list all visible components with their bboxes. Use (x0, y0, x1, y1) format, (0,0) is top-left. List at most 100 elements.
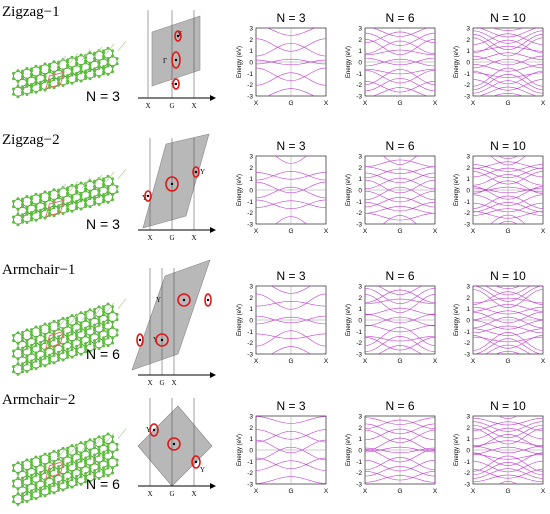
x-tick-label: X (324, 100, 329, 107)
y-axis-label: Energy (eV) (454, 304, 460, 336)
atom (34, 356, 38, 360)
atom (57, 457, 61, 461)
band-line (365, 39, 435, 55)
atom (102, 310, 106, 314)
atom (115, 62, 119, 66)
atom (48, 356, 52, 360)
atom (93, 326, 97, 330)
y-tick-label: -1 (464, 199, 470, 206)
atom (66, 470, 70, 474)
atom (106, 331, 110, 335)
y-tick-label: -2 (356, 210, 362, 217)
x-tick-label: X (254, 358, 259, 365)
y-tick-label: 1 (249, 48, 253, 55)
atom (79, 66, 83, 70)
x-tick-label: X (471, 488, 476, 495)
band-line (365, 78, 435, 92)
atom (84, 461, 88, 465)
atom (25, 370, 29, 374)
atom (106, 302, 110, 306)
atom (102, 440, 106, 444)
atom (106, 445, 110, 449)
atom (39, 88, 43, 92)
dirac-loop (155, 333, 169, 347)
atom (39, 200, 43, 204)
band-line (473, 332, 543, 351)
band-line (256, 315, 326, 324)
atom (66, 465, 70, 469)
atom (16, 461, 20, 465)
y-tick-label: 2 (249, 425, 253, 432)
atom (39, 67, 43, 71)
atom (102, 305, 106, 309)
y-right-label: Y (200, 466, 205, 474)
atom (102, 200, 106, 204)
atom (97, 336, 101, 340)
atom (93, 344, 97, 348)
y-tick-label: 0 (466, 448, 470, 455)
atom (39, 463, 43, 467)
band-line (365, 69, 435, 84)
atom (115, 185, 119, 189)
atom (93, 331, 97, 335)
atom (39, 486, 43, 490)
atom (34, 208, 38, 212)
atom (39, 489, 43, 493)
atom (84, 331, 88, 335)
atom (79, 482, 83, 486)
dirac-loop (191, 455, 201, 469)
y-axis-label: Energy (eV) (454, 46, 460, 78)
atom (39, 476, 43, 480)
atom (79, 311, 83, 315)
band-plot: N = 10 3 2 1 0 -1 -2 -3 Energy (eV) X G X (454, 399, 546, 495)
atom (57, 206, 61, 210)
atom (21, 339, 25, 343)
y-tick-label: 2 (466, 37, 470, 44)
atom (30, 331, 34, 335)
atom (25, 362, 29, 366)
atom (34, 359, 38, 363)
atom (21, 87, 25, 91)
atom (16, 346, 20, 350)
atom (70, 327, 74, 331)
atom (30, 88, 34, 92)
y-tick-label: 1 (358, 306, 362, 313)
atom (111, 320, 115, 324)
atom (30, 218, 34, 222)
atom (43, 348, 47, 352)
atom (75, 467, 79, 471)
atom (66, 63, 70, 67)
atom (16, 69, 20, 73)
band-line (270, 286, 312, 294)
atom (106, 328, 110, 332)
y-tick-label: -3 (464, 222, 470, 229)
atom (48, 68, 52, 72)
atom (52, 348, 56, 352)
band-line (256, 172, 326, 180)
atom (97, 320, 101, 324)
x-tick-label: X (254, 228, 259, 235)
atom (52, 75, 56, 79)
y-axis-label: Energy (eV) (346, 46, 352, 78)
atom (30, 489, 34, 493)
atom (66, 480, 70, 484)
band-line (473, 428, 543, 445)
atom (75, 186, 79, 190)
atom (25, 468, 29, 472)
bands (473, 286, 543, 354)
atom (106, 192, 110, 196)
band-line (490, 156, 526, 166)
atom (88, 61, 92, 65)
atom (102, 320, 106, 324)
atom (57, 335, 61, 339)
atom (25, 84, 29, 88)
structure-label: N = 3 (86, 88, 120, 104)
band-line (256, 59, 326, 66)
atom (106, 463, 110, 467)
atom (52, 460, 56, 464)
atom (102, 307, 106, 311)
atom (66, 485, 70, 489)
atom (39, 325, 43, 329)
band-line (473, 304, 543, 312)
band-line (266, 88, 316, 96)
